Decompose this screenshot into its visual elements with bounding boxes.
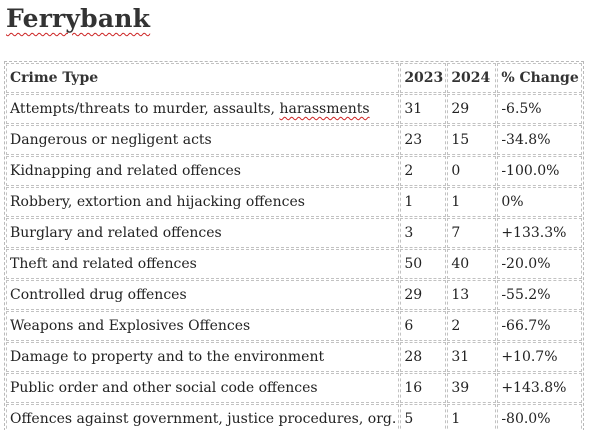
cell-crime-type[interactable]: Kidnapping and related offences xyxy=(6,156,400,186)
cell-percent-change[interactable]: -55.2% xyxy=(497,280,583,310)
cell-2024[interactable]: 15 xyxy=(447,125,497,155)
table-row: Attempts/threats to murder, assaults, ha… xyxy=(6,94,583,124)
cell-2023[interactable]: 2 xyxy=(400,156,447,186)
cell-2023[interactable]: 50 xyxy=(400,249,447,279)
cell-crime-type[interactable]: Burglary and related offences xyxy=(6,218,400,248)
page-title: Ferrybank xyxy=(6,4,151,33)
table-header-row: Crime Type 2023 2024 % Change xyxy=(6,63,583,93)
cell-crime-type[interactable]: Offences against government, justice pro… xyxy=(6,404,400,430)
table-row: Public order and other social code offen… xyxy=(6,373,583,403)
cell-percent-change[interactable]: -20.0% xyxy=(497,249,583,279)
cell-percent-change[interactable]: +133.3% xyxy=(497,218,583,248)
table-row: Robbery, extortion and hijacking offence… xyxy=(6,187,583,217)
cell-2023[interactable]: 5 xyxy=(400,404,447,430)
header-2023[interactable]: 2023 xyxy=(400,63,447,93)
table-row: Controlled drug offences 29 13 -55.2% xyxy=(6,280,583,310)
table-row: Burglary and related offences 3 7 +133.3… xyxy=(6,218,583,248)
cell-crime-type[interactable]: Weapons and Explosives Offences xyxy=(6,311,400,341)
cell-crime-type[interactable]: Damage to property and to the environmen… xyxy=(6,342,400,372)
cell-crime-type[interactable]: Public order and other social code offen… xyxy=(6,373,400,403)
cell-percent-change[interactable]: -80.0% xyxy=(497,404,583,430)
cell-2023[interactable]: 31 xyxy=(400,94,447,124)
cell-2023[interactable]: 28 xyxy=(400,342,447,372)
cell-crime-type[interactable]: Attempts/threats to murder, assaults, ha… xyxy=(6,94,400,124)
table-row: Kidnapping and related offences 2 0 -100… xyxy=(6,156,583,186)
header-2024[interactable]: 2024 xyxy=(447,63,497,93)
table-row: Offences against government, justice pro… xyxy=(6,404,583,430)
cell-crime-type[interactable]: Robbery, extortion and hijacking offence… xyxy=(6,187,400,217)
crime-statistics-table: Crime Type 2023 2024 % Change Attempts/t… xyxy=(4,61,585,430)
header-percent-change[interactable]: % Change xyxy=(497,63,583,93)
cell-2023[interactable]: 29 xyxy=(400,280,447,310)
cell-2024[interactable]: 7 xyxy=(447,218,497,248)
header-crime-type[interactable]: Crime Type xyxy=(6,63,400,93)
cell-percent-change[interactable]: -34.8% xyxy=(497,125,583,155)
cell-2024[interactable]: 29 xyxy=(447,94,497,124)
cell-2023[interactable]: 23 xyxy=(400,125,447,155)
crime-type-flagged-word: harassments xyxy=(279,101,370,117)
table-body: Attempts/threats to murder, assaults, ha… xyxy=(6,94,583,430)
cell-percent-change[interactable]: -100.0% xyxy=(497,156,583,186)
cell-2024[interactable]: 31 xyxy=(447,342,497,372)
cell-2023[interactable]: 16 xyxy=(400,373,447,403)
cell-2024[interactable]: 0 xyxy=(447,156,497,186)
cell-percent-change[interactable]: +143.8% xyxy=(497,373,583,403)
table-row: Dangerous or negligent acts 23 15 -34.8% xyxy=(6,125,583,155)
cell-crime-type[interactable]: Theft and related offences xyxy=(6,249,400,279)
table-row: Weapons and Explosives Offences 6 2 -66.… xyxy=(6,311,583,341)
cell-2024[interactable]: 39 xyxy=(447,373,497,403)
cell-percent-change[interactable]: +10.7% xyxy=(497,342,583,372)
cell-percent-change[interactable]: -6.5% xyxy=(497,94,583,124)
cell-percent-change[interactable]: 0% xyxy=(497,187,583,217)
cell-2023[interactable]: 1 xyxy=(400,187,447,217)
cell-crime-type[interactable]: Controlled drug offences xyxy=(6,280,400,310)
cell-2024[interactable]: 1 xyxy=(447,404,497,430)
cell-2024[interactable]: 2 xyxy=(447,311,497,341)
cell-2023[interactable]: 3 xyxy=(400,218,447,248)
cell-crime-type[interactable]: Dangerous or negligent acts xyxy=(6,125,400,155)
cell-percent-change[interactable]: -66.7% xyxy=(497,311,583,341)
crime-type-text: Attempts/threats to murder, assaults, xyxy=(10,101,280,117)
cell-2023[interactable]: 6 xyxy=(400,311,447,341)
cell-2024[interactable]: 40 xyxy=(447,249,497,279)
cell-2024[interactable]: 1 xyxy=(447,187,497,217)
cell-2024[interactable]: 13 xyxy=(447,280,497,310)
table-row: Damage to property and to the environmen… xyxy=(6,342,583,372)
table-row: Theft and related offences 50 40 -20.0% xyxy=(6,249,583,279)
